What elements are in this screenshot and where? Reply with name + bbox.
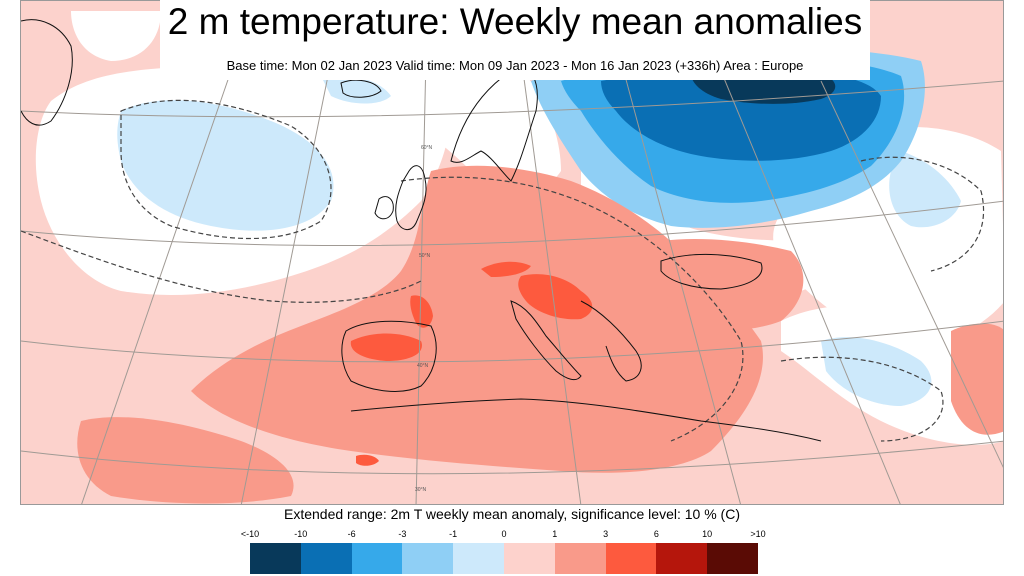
anomaly-map: 60°N 50°N 40°N 30°N (20, 0, 1004, 505)
strong-warm-patch-spain (350, 333, 422, 361)
coastline-ireland (374, 196, 394, 220)
legend-ticks: <-10 -10 -6 -3 -1 0 1 3 6 10 >10 (241, 529, 766, 541)
light-blue-patch-north (321, 74, 391, 104)
color-legend-bar (250, 543, 758, 574)
legend-color-band (503, 543, 555, 574)
white-zone-greenland (71, 11, 161, 61)
red-warm-region-turkey (652, 239, 804, 330)
map-subtitle: Base time: Mon 02 Jan 2023 Valid time: M… (226, 58, 804, 73)
legend-color-band (554, 543, 606, 574)
legend-tick-label: -10 (294, 529, 308, 539)
longitude-line-2 (240, 60, 332, 504)
significance-contour-east (860, 156, 985, 272)
legend-color-band (707, 543, 758, 574)
significance-contour-mideast (780, 356, 944, 442)
coastline-iceland (340, 79, 382, 98)
graticule (21, 55, 1003, 504)
longitude-line-4 (520, 55, 582, 504)
latitude-line-60 (21, 80, 1003, 118)
legend-tick-label: 1 (552, 529, 558, 539)
light-blue-patch-atlantic (117, 100, 334, 231)
legend-color-band (605, 543, 657, 574)
legend-tick-label: 3 (603, 529, 609, 539)
white-zone-scandinavia (321, 44, 561, 190)
grid-label-30n: 30°N (415, 487, 427, 493)
legend-caption: Extended range: 2m T weekly mean anomaly… (283, 506, 740, 522)
legend-tick-label: -6 (347, 529, 356, 539)
latitude-line-50 (21, 200, 1003, 247)
legend-tick-label: >10 (750, 529, 766, 539)
coastline-great-britain (395, 165, 427, 230)
legend-tick-label: 6 (653, 529, 659, 539)
significance-contour-europe (400, 176, 744, 442)
coastline-italy (510, 300, 582, 381)
title-box: 2 m temperature: Weekly mean anomalies B… (160, 0, 870, 80)
light-blue-patch-mideast (821, 337, 932, 406)
coastline-balkans (580, 300, 642, 382)
longitude-line-7 (820, 80, 1003, 468)
legend-tick-label: -1 (449, 529, 458, 539)
legend-color-band (656, 543, 708, 574)
legend-color-band (250, 543, 301, 574)
legend-tick-label: <-10 (240, 529, 260, 539)
coastline-greenland (21, 19, 73, 126)
red-warm-region-east (951, 323, 1003, 435)
legend-color-band (453, 543, 504, 574)
grid-label-40n: 40°N (417, 363, 429, 369)
legend-color-band (402, 543, 454, 574)
coastline-north-africa (350, 398, 822, 442)
map-title: 2 m temperature: Weekly mean anomalies (167, 1, 863, 42)
legend-tick-label: 0 (501, 529, 507, 539)
longitude-line-1 (81, 70, 232, 504)
strong-warm-patch-france (410, 295, 433, 328)
coastline-black-sea (660, 253, 763, 290)
red-warm-region-west-europe (191, 165, 763, 473)
strong-warm-patch-north-africa (356, 454, 379, 466)
longitude-line-3 (415, 55, 427, 504)
legend-color-band (351, 543, 403, 574)
grid-label-60n: 60°N (421, 145, 433, 151)
latitude-line-40 (21, 320, 1003, 363)
significance-contour-south (21, 230, 422, 303)
coastline-iberia (341, 320, 437, 392)
significance-contour-atlantic (120, 99, 332, 240)
latitude-line-30 (21, 440, 1003, 475)
legend-color-band (300, 543, 352, 574)
coastline-scandinavia (450, 68, 538, 182)
grid-label-50n: 50°N (419, 253, 431, 259)
legend-tick-label: -3 (398, 529, 407, 539)
longitude-line-6 (720, 70, 901, 504)
significance-contours (21, 99, 985, 442)
strong-warm-patch-bavaria (481, 261, 531, 277)
coastlines (21, 19, 822, 442)
strong-warm-patch-alps (518, 274, 593, 320)
red-warm-region-sahara (77, 417, 294, 504)
legend-tick-label: 10 (702, 529, 713, 539)
map-canvas: 60°N 50°N 40°N 30°N (21, 1, 1003, 504)
